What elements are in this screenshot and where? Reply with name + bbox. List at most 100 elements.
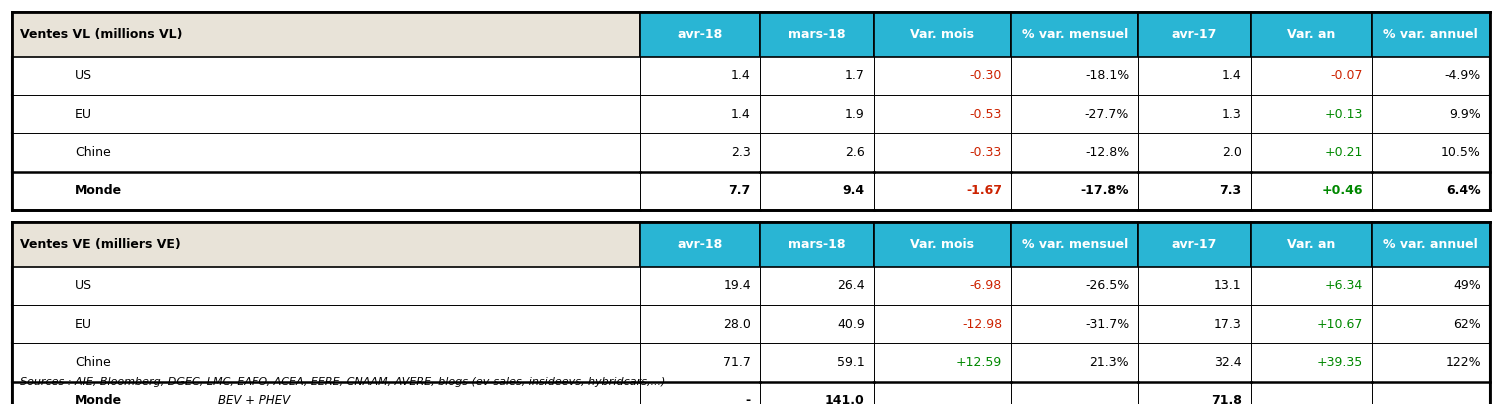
Bar [1251, 222, 1371, 267]
Bar [874, 267, 1011, 305]
Bar [12, 222, 640, 267]
Bar [1139, 172, 1251, 210]
Bar [760, 222, 874, 267]
Text: 2.6: 2.6 [846, 146, 865, 159]
Bar [874, 222, 1011, 267]
Text: 2.3: 2.3 [731, 146, 751, 159]
Bar [874, 382, 1011, 404]
Bar [1371, 382, 1490, 404]
Bar [760, 133, 874, 172]
Text: % var. mensuel: % var. mensuel [1021, 28, 1128, 41]
Bar [1251, 343, 1371, 382]
Text: 26.4: 26.4 [837, 279, 865, 292]
Text: 49%: 49% [1454, 279, 1481, 292]
Text: -6.98: -6.98 [970, 279, 1002, 292]
Text: avr-18: avr-18 [677, 28, 722, 41]
Bar [760, 305, 874, 343]
Text: +0.21: +0.21 [1325, 146, 1362, 159]
Bar [874, 305, 1011, 343]
Text: +10.67: +10.67 [1316, 318, 1362, 331]
Bar [12, 95, 640, 133]
Text: 141.0: 141.0 [825, 394, 865, 404]
Text: Monde: Monde [75, 394, 122, 404]
Text: avr-18: avr-18 [677, 238, 722, 251]
Text: 2.0: 2.0 [1221, 146, 1242, 159]
Text: 7.7: 7.7 [728, 184, 751, 198]
Text: +12.59: +12.59 [955, 356, 1002, 369]
Text: Monde: Monde [75, 184, 122, 198]
Text: -0.07: -0.07 [1331, 69, 1362, 82]
Bar [1139, 222, 1251, 267]
Bar [874, 133, 1011, 172]
Text: Var. an: Var. an [1287, 238, 1335, 251]
Bar [1371, 133, 1490, 172]
Bar [1371, 172, 1490, 210]
Bar [640, 172, 760, 210]
Bar [1371, 305, 1490, 343]
Text: % var. mensuel: % var. mensuel [1021, 238, 1128, 251]
Bar [1371, 343, 1490, 382]
Text: -0.30: -0.30 [970, 69, 1002, 82]
Bar [12, 267, 640, 305]
Bar [1371, 267, 1490, 305]
Text: 1.3: 1.3 [1221, 107, 1242, 121]
Text: 1.4: 1.4 [731, 69, 751, 82]
Text: +6.34: +6.34 [1325, 279, 1362, 292]
Bar [12, 172, 640, 210]
Text: -: - [745, 394, 751, 404]
Bar [1011, 172, 1139, 210]
Text: 71.7: 71.7 [722, 356, 751, 369]
Text: Chine: Chine [75, 146, 111, 159]
Bar [760, 382, 874, 404]
Bar [1251, 57, 1371, 95]
Text: 10.5%: 10.5% [1440, 146, 1481, 159]
Text: % var. annuel: % var. annuel [1383, 28, 1478, 41]
Text: -1.67: -1.67 [966, 184, 1002, 198]
Bar [1011, 57, 1139, 95]
Bar [12, 343, 640, 382]
Bar [1251, 305, 1371, 343]
Bar [874, 343, 1011, 382]
Text: 1.7: 1.7 [844, 69, 865, 82]
Bar [1139, 305, 1251, 343]
Text: 122%: 122% [1445, 356, 1481, 369]
Text: 9.4: 9.4 [843, 184, 865, 198]
Bar [1011, 133, 1139, 172]
Text: 62%: 62% [1454, 318, 1481, 331]
Bar [1139, 343, 1251, 382]
Bar [1251, 133, 1371, 172]
Bar [1011, 343, 1139, 382]
Bar [12, 133, 640, 172]
Bar [640, 95, 760, 133]
Bar [760, 343, 874, 382]
Text: 32.4: 32.4 [1214, 356, 1242, 369]
Bar [1011, 95, 1139, 133]
Bar [12, 12, 640, 57]
Text: -0.53: -0.53 [970, 107, 1002, 121]
Bar [760, 12, 874, 57]
Bar [1011, 305, 1139, 343]
Text: -17.8%: -17.8% [1081, 184, 1130, 198]
Text: US: US [75, 279, 92, 292]
Text: 19.4: 19.4 [724, 279, 751, 292]
Text: mars-18: mars-18 [789, 238, 846, 251]
Text: Var. mois: Var. mois [910, 238, 975, 251]
Text: 1.4: 1.4 [731, 107, 751, 121]
Text: mars-18: mars-18 [789, 28, 846, 41]
Bar [1371, 57, 1490, 95]
Text: 59.1: 59.1 [837, 356, 865, 369]
Bar [1139, 57, 1251, 95]
Bar [1251, 12, 1371, 57]
Text: 40.9: 40.9 [837, 318, 865, 331]
Bar [760, 95, 874, 133]
Bar [640, 12, 760, 57]
Bar [640, 133, 760, 172]
Text: 13.1: 13.1 [1214, 279, 1242, 292]
Bar [1139, 133, 1251, 172]
Bar [640, 222, 760, 267]
Bar [874, 57, 1011, 95]
Bar [12, 382, 640, 404]
Bar [1139, 95, 1251, 133]
Text: -18.1%: -18.1% [1084, 69, 1130, 82]
Bar [640, 382, 760, 404]
